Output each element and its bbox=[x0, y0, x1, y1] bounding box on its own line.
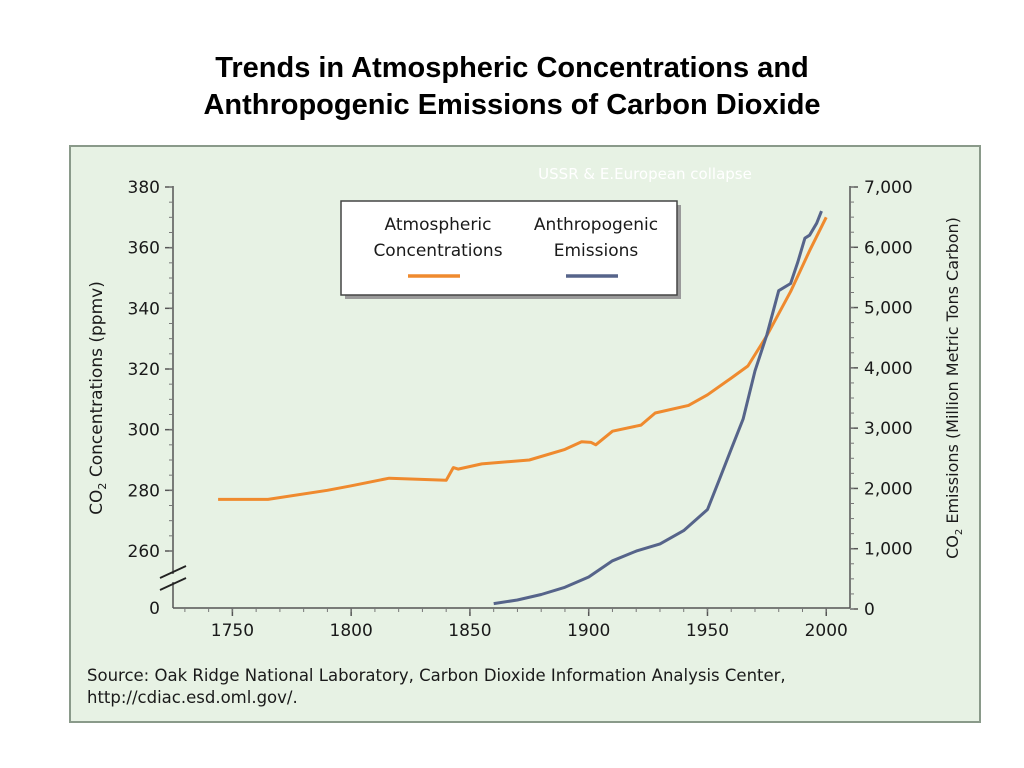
left-axis-break-mark-1 bbox=[159, 565, 187, 579]
left-y-tick-label-340: 340 bbox=[128, 299, 160, 319]
legend-box bbox=[340, 200, 678, 296]
source-note: Source: Oak Ridge National Laboratory, C… bbox=[87, 665, 967, 709]
x-tick-label-1850: 1850 bbox=[448, 621, 491, 641]
left-y-tick-label-320: 320 bbox=[128, 360, 160, 380]
right-axis-title-prefix: CO bbox=[943, 535, 962, 559]
right-y-tick-label-4000: 4,000 bbox=[864, 359, 913, 379]
series-line-anthropogenic-emissions bbox=[493, 210, 823, 606]
left-y-tick-label-380: 380 bbox=[128, 178, 160, 198]
axes bbox=[159, 186, 851, 609]
x-tick-label-1800: 1800 bbox=[330, 621, 373, 641]
source-line-2: http://cdiac.esd.oml.gov/. bbox=[87, 688, 298, 707]
left-axis-title-prefix: CO bbox=[87, 490, 107, 515]
right-axis-title-suffix: Emissions (Million Metric Tons Carbon) bbox=[943, 217, 962, 529]
legend: Atmospheric Concentrations Anthropogenic… bbox=[340, 200, 681, 299]
right-y-tick-label-6000: 6,000 bbox=[864, 238, 913, 258]
right-y-tick-label-5000: 5,000 bbox=[864, 299, 913, 319]
left-axis-title-sub: 2 bbox=[96, 483, 109, 490]
legend-anthropogenic-line-2: Emissions bbox=[554, 241, 639, 261]
left-y-tick-label-300: 300 bbox=[128, 421, 160, 441]
legend-atmospheric-line-2: Concentrations bbox=[373, 241, 502, 261]
slide-title: Trends in Atmospheric Concentrations and… bbox=[0, 50, 1024, 124]
legend-anthropogenic-line-1: Anthropogenic bbox=[534, 215, 658, 235]
source-line-1: Source: Oak Ridge National Laboratory, C… bbox=[87, 666, 786, 685]
right-y-tick-label-3000: 3,000 bbox=[864, 419, 913, 439]
left-axis-title: CO2 Concentrations (ppmv) bbox=[87, 281, 109, 515]
left-axis-break-mark-2 bbox=[159, 577, 187, 591]
series-line-atmospheric-concentrations bbox=[218, 216, 828, 501]
x-tick-label-1950: 1950 bbox=[686, 621, 729, 641]
tick-labels: 1750 1800 1850 1900 1950 2000 380 360 340 320 300 2… bbox=[128, 178, 913, 641]
slide-title-line-1: Trends in Atmospheric Concentrations and bbox=[215, 52, 809, 84]
legend-atmospheric-line-1: Atmospheric bbox=[385, 215, 492, 235]
left-axis-break-label: 0 bbox=[149, 599, 160, 619]
right-axis-title: CO2 Emissions (Million Metric Tons Carbo… bbox=[943, 217, 965, 559]
annotation-ussr-collapse: USSR & E.European collapse bbox=[538, 165, 752, 183]
x-tick-label-1750: 1750 bbox=[211, 621, 254, 641]
left-y-tick-label-280: 280 bbox=[128, 481, 160, 501]
left-y-tick-label-360: 360 bbox=[128, 239, 160, 259]
left-axis-title-suffix: Concentrations (ppmv) bbox=[87, 281, 107, 482]
right-y-tick-label-1000: 1,000 bbox=[864, 540, 913, 560]
x-tick-label-2000: 2000 bbox=[805, 621, 848, 641]
right-axis-title-sub: 2 bbox=[954, 529, 965, 535]
slide-title-line-2: Anthropogenic Emissions of Carbon Dioxid… bbox=[203, 89, 821, 121]
right-y-tick-label-0: 0 bbox=[864, 600, 875, 620]
ticks bbox=[165, 186, 858, 616]
left-y-tick-label-260: 260 bbox=[128, 542, 160, 562]
right-y-tick-label-2000: 2,000 bbox=[864, 479, 913, 499]
series bbox=[218, 210, 828, 606]
x-tick-label-1900: 1900 bbox=[567, 621, 610, 641]
right-y-tick-label-7000: 7,000 bbox=[864, 178, 913, 198]
